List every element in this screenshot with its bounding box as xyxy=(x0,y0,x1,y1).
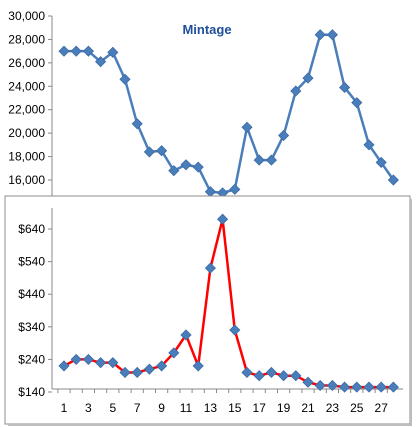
mintage-point xyxy=(156,145,168,157)
mintage-y-tick-label: 28,000 xyxy=(8,32,45,46)
price-x-tick-label: 7 xyxy=(134,401,141,415)
mintage-title-box xyxy=(175,17,239,41)
mintage-y-ticks: 30,000 28,000 26,000 24,000 22,000 20,000 18,0… xyxy=(8,9,52,187)
price-point xyxy=(58,360,70,372)
mintage-y-tick-label: 18,000 xyxy=(8,150,45,164)
price-point xyxy=(82,353,94,365)
price-point xyxy=(241,366,253,379)
mintage-point xyxy=(107,46,119,58)
price-point xyxy=(95,357,107,369)
price-x-tick-label: 17 xyxy=(253,401,267,415)
mintage-point xyxy=(339,81,351,94)
mintage-point xyxy=(143,146,155,158)
mintage-point xyxy=(326,29,338,41)
price-point xyxy=(119,366,131,379)
price-series-line xyxy=(63,217,394,389)
mintage-point xyxy=(70,45,82,57)
price-x-tick-label: 9 xyxy=(158,401,165,415)
price-x-tick-label: 11 xyxy=(180,401,193,415)
mintage-point xyxy=(265,154,277,166)
price-point xyxy=(229,324,241,336)
mintage-point xyxy=(387,174,399,186)
price-point xyxy=(143,363,155,375)
price-x-tick-label: 19 xyxy=(277,401,291,415)
price-point xyxy=(375,381,387,393)
price-point xyxy=(168,347,180,359)
price-point xyxy=(351,381,363,393)
price-point xyxy=(156,360,168,372)
price-point xyxy=(107,357,119,369)
mintage-point xyxy=(192,161,204,173)
price-point xyxy=(131,366,143,379)
mintage-point xyxy=(180,159,192,171)
price-point xyxy=(204,262,216,274)
price-point xyxy=(180,329,192,341)
mintage-point xyxy=(351,97,363,109)
mintage-point xyxy=(168,165,180,177)
price-x-tick-label: 3 xyxy=(85,401,92,415)
mintage-point xyxy=(131,118,143,130)
price-x-tick-label: 13 xyxy=(204,401,218,415)
price-point xyxy=(339,381,351,393)
mintage-point xyxy=(278,129,290,142)
price-y-tick-label: $440 xyxy=(18,287,45,301)
price-x-tick-label: 25 xyxy=(350,401,364,415)
mintage-y-tick-label: 22,000 xyxy=(8,103,45,117)
price-point xyxy=(265,366,277,379)
price-series xyxy=(58,213,399,393)
mintage-point xyxy=(58,45,70,57)
price-y-tick-label: $540 xyxy=(18,255,45,269)
price-x-tick-label: 15 xyxy=(228,401,242,415)
price-point xyxy=(192,360,204,372)
mintage-y-tick-label: 26,000 xyxy=(8,56,45,70)
price-point xyxy=(387,381,399,393)
mintage-point xyxy=(95,56,107,68)
price-y-tick-label: $240 xyxy=(18,352,45,366)
mintage-point xyxy=(241,121,253,133)
mintage-series xyxy=(58,29,399,199)
price-x-tick-label: 5 xyxy=(109,401,116,415)
price-y-tick-label: $640 xyxy=(18,222,45,236)
mintage-title: Mintage xyxy=(182,22,231,37)
price-point xyxy=(314,379,326,392)
price-point xyxy=(326,379,338,392)
price-y-tick-label: $340 xyxy=(18,320,45,334)
price-x-tick-label: 27 xyxy=(375,401,389,415)
price-x-tick-label: 1 xyxy=(61,401,68,415)
mintage-point xyxy=(119,73,131,85)
mintage-point xyxy=(253,154,265,166)
price-y-tick-label: $140 xyxy=(18,385,45,399)
price-chart: $640$540$440$340$240$140 1 3 5 7 9 11 13 15 17 19… xyxy=(4,195,412,426)
price-point xyxy=(302,376,314,388)
price-point xyxy=(278,370,290,382)
mintage-point xyxy=(82,45,94,57)
mintage-point xyxy=(229,183,241,195)
price-point xyxy=(363,381,375,393)
mintage-point xyxy=(363,139,375,151)
mintage-series-line xyxy=(64,33,395,195)
price-x-ticks: 1 3 5 7 9 11 13 15 17 19 21 23 25 27 xyxy=(57,389,389,415)
price-point xyxy=(253,370,265,382)
price-point xyxy=(290,370,302,382)
mintage-point xyxy=(290,85,302,97)
price-x-tick-label: 21 xyxy=(301,401,315,415)
mintage-point xyxy=(375,156,387,168)
mintage-y-tick-label: 16,000 xyxy=(8,173,45,187)
mintage-point xyxy=(314,29,326,41)
mintage-point xyxy=(302,72,314,84)
mintage-y-tick-label: 24,000 xyxy=(8,79,45,93)
price-chart-panel xyxy=(4,195,411,425)
mintage-y-tick-label: 20,000 xyxy=(8,126,45,140)
price-x-tick-label: 23 xyxy=(326,401,340,415)
price-y-ticks: $640 $540 $440 $340 $240 $140 xyxy=(18,222,52,399)
price-point xyxy=(217,213,229,225)
mintage-y-tick-label: 30,000 xyxy=(8,9,45,23)
price-point xyxy=(70,353,82,365)
